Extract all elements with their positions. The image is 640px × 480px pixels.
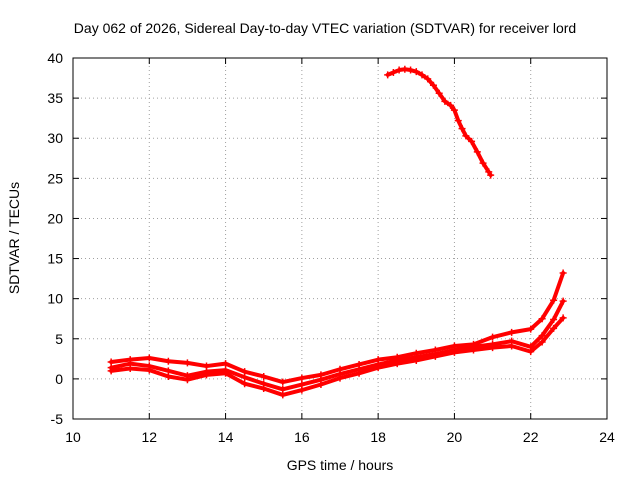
- data-point: [527, 325, 535, 333]
- data-point: [470, 346, 477, 354]
- data-point: [450, 348, 458, 356]
- plot-frame: [72, 57, 608, 420]
- data-point: [241, 373, 249, 381]
- data-point: [126, 364, 134, 372]
- data-point: [389, 68, 397, 76]
- x-tick-label: 10: [65, 429, 81, 445]
- data-point: [550, 324, 558, 332]
- y-tick-label: 35: [47, 90, 63, 106]
- data-point: [298, 386, 306, 394]
- data-point: [429, 81, 437, 89]
- data-point: [508, 342, 516, 350]
- x-tick-label: 14: [218, 429, 234, 445]
- data-point: [393, 360, 401, 368]
- y-tick-label: 5: [55, 331, 63, 347]
- data-point: [424, 75, 432, 83]
- x-axis-label: GPS time / hours: [287, 457, 394, 473]
- data-point: [550, 296, 558, 304]
- y-tick-label: 0: [55, 371, 63, 387]
- data-point: [487, 171, 495, 179]
- data-point: [355, 369, 363, 377]
- data-point: [559, 269, 567, 277]
- data-point: [527, 348, 535, 356]
- data-point: [260, 385, 268, 393]
- data-point: [468, 137, 476, 145]
- data-point: [279, 378, 287, 386]
- data-point: [336, 374, 344, 382]
- data-point: [450, 106, 458, 114]
- data-point: [412, 68, 420, 76]
- data-point: [559, 314, 567, 322]
- data-point: [489, 333, 497, 341]
- data-point: [559, 297, 567, 305]
- data-point: [107, 367, 115, 375]
- data-point: [183, 359, 191, 367]
- data-point: [473, 148, 481, 156]
- y-tick-label: 10: [47, 291, 63, 307]
- data-point: [317, 381, 325, 389]
- data-point: [550, 316, 558, 324]
- data-point: [164, 372, 172, 380]
- data-point: [145, 366, 153, 374]
- data-point: [384, 71, 392, 79]
- data-point: [260, 372, 268, 380]
- data-series: [384, 65, 495, 179]
- chart-title: Day 062 of 2026, Sidereal Day-to-day VTE…: [74, 20, 576, 36]
- y-tick-label: 25: [47, 170, 63, 186]
- data-point: [407, 66, 415, 74]
- data-point: [222, 369, 230, 377]
- y-axis-label: SDTVAR / TECUs: [6, 182, 22, 294]
- x-tick-label: 20: [447, 429, 463, 445]
- plot-series: [107, 65, 567, 399]
- y-tick-label: 15: [47, 251, 63, 267]
- y-tick-label: 20: [47, 210, 63, 226]
- data-point: [418, 71, 426, 79]
- data-point: [183, 376, 191, 384]
- data-point: [458, 125, 466, 133]
- data-point: [441, 97, 449, 105]
- data-point: [222, 360, 230, 368]
- y-tick-label: 30: [47, 130, 63, 146]
- data-point: [203, 371, 210, 379]
- data-point: [164, 357, 172, 365]
- data-point: [454, 117, 462, 125]
- x-tick-label: 18: [370, 429, 386, 445]
- x-tick-label: 12: [141, 429, 157, 445]
- data-point: [538, 332, 546, 340]
- data-point: [241, 380, 249, 388]
- grid: [73, 58, 607, 419]
- data-point: [538, 338, 546, 346]
- data-point: [279, 391, 287, 399]
- data-point: [374, 364, 382, 372]
- data-point: [538, 315, 546, 323]
- x-tick-label: 24: [599, 429, 615, 445]
- data-series: [107, 314, 567, 399]
- data-point: [395, 66, 403, 74]
- data-point: [462, 132, 470, 140]
- data-point: [145, 354, 153, 362]
- data-point: [412, 356, 420, 364]
- x-tick-label: 22: [523, 429, 539, 445]
- data-point: [508, 328, 516, 336]
- data-point: [401, 65, 409, 73]
- y-tick-label: 40: [47, 50, 63, 66]
- axis-ticks: 10 12 14 16 18 20 22 24 -5 0 5 10 15 20 25 30 35 40: [47, 50, 615, 445]
- data-point: [489, 344, 497, 352]
- data-point: [435, 89, 443, 97]
- data-point: [447, 101, 455, 109]
- data-point: [298, 374, 306, 382]
- data-point: [479, 159, 487, 167]
- x-tick-label: 16: [294, 429, 310, 445]
- y-tick-label: -5: [51, 411, 64, 427]
- data-point: [431, 352, 439, 360]
